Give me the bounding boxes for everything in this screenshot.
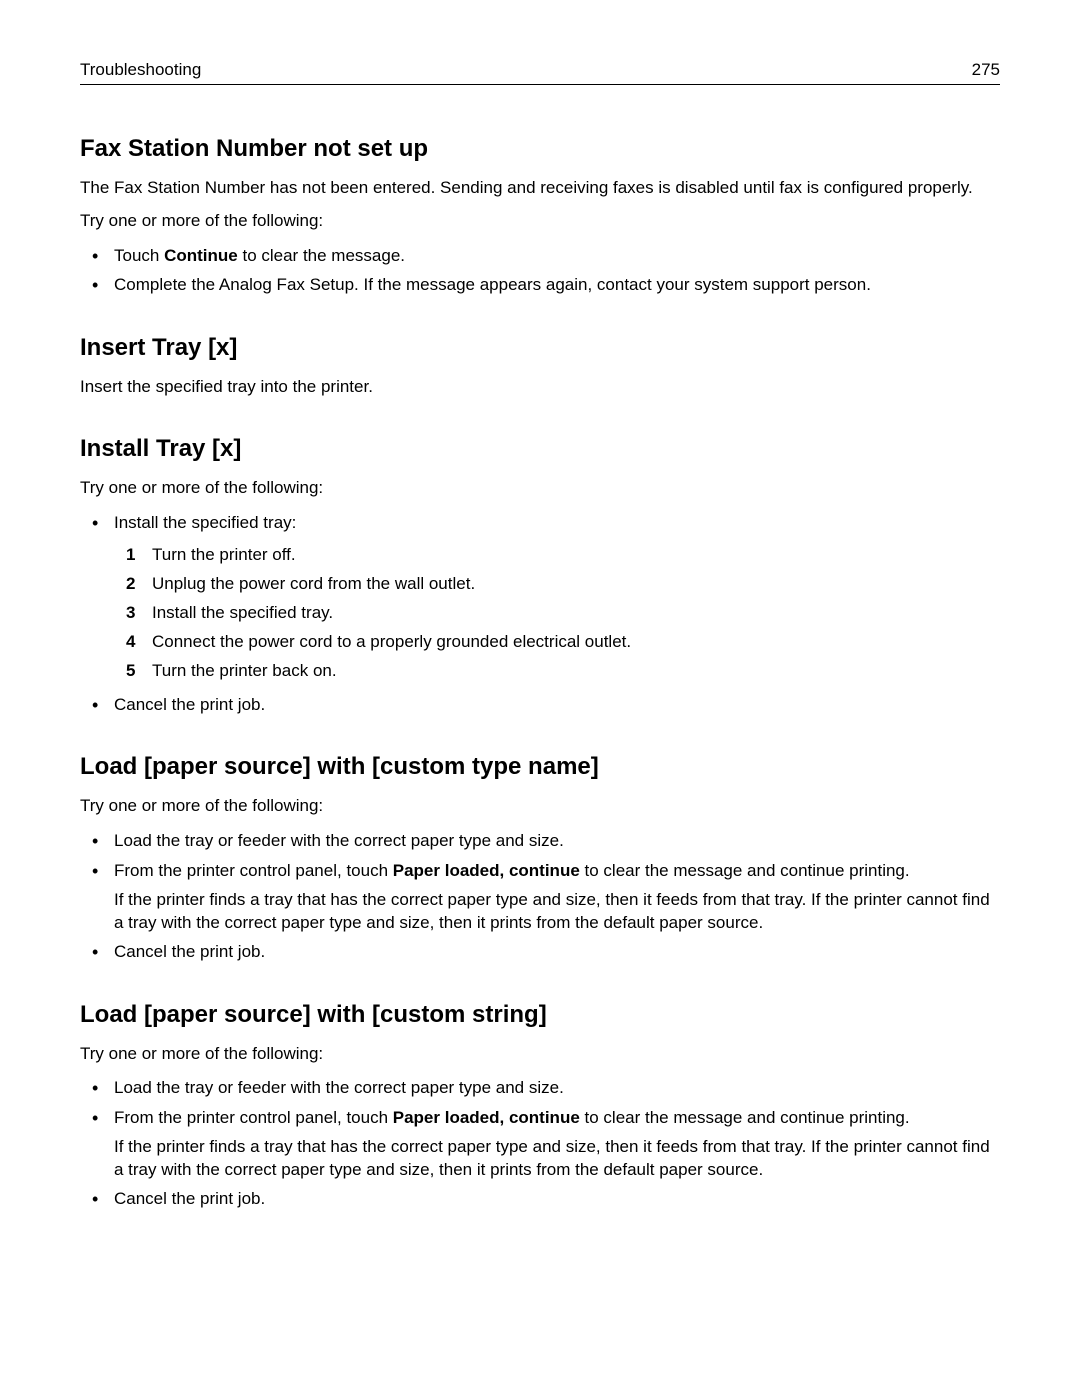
- page-number: 275: [972, 60, 1000, 80]
- step-item: Turn the printer off.: [144, 541, 1000, 570]
- bullet-text-post: to clear the message and continue printi…: [580, 1108, 910, 1127]
- list-item: Cancel the print job.: [108, 1186, 1000, 1212]
- bullet-text-bold: Continue: [164, 246, 238, 265]
- install-tray-steps: Turn the printer off. Unplug the power c…: [114, 541, 1000, 685]
- list-item: Complete the Analog Fax Setup. If the me…: [108, 272, 1000, 298]
- bullet-text: Cancel the print job.: [114, 1189, 265, 1208]
- bullet-text: Cancel the print job.: [114, 942, 265, 961]
- bullet-text-bold: Paper loaded, continue: [393, 861, 580, 880]
- bullet-text-bold: Paper loaded, continue: [393, 1108, 580, 1127]
- bullet-text: Load the tray or feeder with the correct…: [114, 831, 564, 850]
- list-item: Install the specified tray: Turn the pri…: [108, 510, 1000, 686]
- step-item: Install the specified tray.: [144, 599, 1000, 628]
- step-item: Connect the power cord to a properly gro…: [144, 628, 1000, 657]
- install-tray-bullets: Install the specified tray: Turn the pri…: [80, 510, 1000, 717]
- bullet-text: Cancel the print job.: [114, 695, 265, 714]
- list-item: Cancel the print job.: [108, 939, 1000, 965]
- bullet-text-post: to clear the message and continue printi…: [580, 861, 910, 880]
- bullet-sub-paragraph: If the printer finds a tray that has the…: [114, 889, 1000, 935]
- list-item: Cancel the print job.: [108, 692, 1000, 718]
- list-item: Touch Continue to clear the message.: [108, 243, 1000, 269]
- bullet-text: Complete the Analog Fax Setup. If the me…: [114, 275, 871, 294]
- bullet-text-post: to clear the message.: [238, 246, 405, 265]
- install-tray-try-line: Try one or more of the following:: [80, 477, 1000, 500]
- running-header: Troubleshooting 275: [80, 60, 1000, 85]
- step-item: Turn the printer back on.: [144, 657, 1000, 686]
- load-custom-type-try-line: Try one or more of the following:: [80, 795, 1000, 818]
- load-custom-type-bullets: Load the tray or feeder with the correct…: [80, 828, 1000, 964]
- bullet-sub-paragraph: If the printer finds a tray that has the…: [114, 1136, 1000, 1182]
- fax-station-bullets: Touch Continue to clear the message. Com…: [80, 243, 1000, 298]
- bullet-text-pre: Touch: [114, 246, 164, 265]
- fax-station-try-line: Try one or more of the following:: [80, 210, 1000, 233]
- section-heading-fax-station: Fax Station Number not set up: [80, 135, 1000, 163]
- bullet-text-pre: From the printer control panel, touch: [114, 1108, 393, 1127]
- section-heading-install-tray: Install Tray [x]: [80, 435, 1000, 463]
- page-container: Troubleshooting 275 Fax Station Number n…: [0, 0, 1080, 1302]
- list-item: Load the tray or feeder with the correct…: [108, 828, 1000, 854]
- bullet-text: Install the specified tray:: [114, 513, 296, 532]
- list-item: From the printer control panel, touch Pa…: [108, 1105, 1000, 1182]
- section-heading-insert-tray: Insert Tray [x]: [80, 334, 1000, 362]
- bullet-text: Load the tray or feeder with the correct…: [114, 1078, 564, 1097]
- section-heading-load-custom-type: Load [paper source] with [custom type na…: [80, 753, 1000, 781]
- load-custom-string-try-line: Try one or more of the following:: [80, 1043, 1000, 1066]
- load-custom-string-bullets: Load the tray or feeder with the correct…: [80, 1075, 1000, 1211]
- section-heading-load-custom-string: Load [paper source] with [custom string]: [80, 1001, 1000, 1029]
- step-item: Unplug the power cord from the wall outl…: [144, 570, 1000, 599]
- list-item: From the printer control panel, touch Pa…: [108, 858, 1000, 935]
- list-item: Load the tray or feeder with the correct…: [108, 1075, 1000, 1101]
- fax-station-intro: The Fax Station Number has not been ente…: [80, 177, 1000, 200]
- insert-tray-body: Insert the specified tray into the print…: [80, 376, 1000, 399]
- bullet-text-pre: From the printer control panel, touch: [114, 861, 393, 880]
- chapter-title: Troubleshooting: [80, 60, 201, 80]
